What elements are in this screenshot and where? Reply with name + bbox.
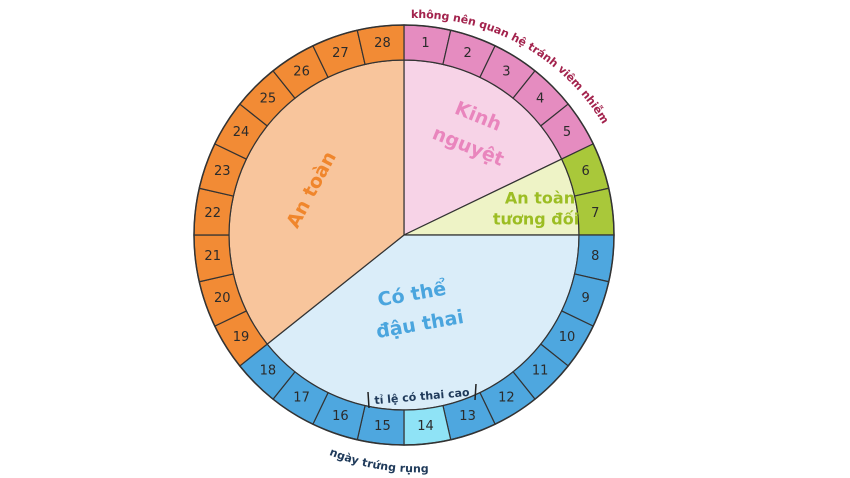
bracket — [474, 383, 477, 401]
day-number: 16 — [332, 409, 349, 424]
day-number: 10 — [559, 330, 576, 345]
day-number: 24 — [233, 125, 250, 140]
day-number: 22 — [204, 206, 221, 221]
day-number: 11 — [532, 364, 549, 379]
day-ring: 1234567891011121314151617181920212223242… — [193, 24, 615, 446]
day-number: 26 — [293, 65, 310, 80]
day-number: 9 — [582, 291, 590, 306]
day-number: 20 — [214, 291, 231, 306]
day-number: 1 — [421, 36, 429, 51]
day-number: 4 — [536, 91, 544, 106]
day-number: 19 — [233, 330, 250, 345]
day-number: 25 — [260, 91, 277, 106]
day-number: 15 — [374, 419, 391, 434]
outer-rim — [193, 24, 615, 446]
day-number: 17 — [293, 390, 310, 405]
day-number: 8 — [591, 249, 599, 264]
day-number: 12 — [498, 390, 515, 405]
day-number: 21 — [204, 249, 221, 264]
day-number: 6 — [582, 164, 590, 179]
day-number: 3 — [502, 65, 510, 80]
day-number: 5 — [563, 125, 571, 140]
day-number: 28 — [374, 36, 391, 51]
sectors — [228, 59, 580, 411]
day-number: 7 — [591, 206, 599, 221]
day-number: 23 — [214, 164, 231, 179]
bracket — [367, 391, 370, 409]
day-number: 18 — [260, 364, 277, 379]
day-number: 14 — [417, 419, 434, 434]
note-ovulation: ngày trứng rụng — [328, 446, 429, 476]
phase-label: An toàn — [505, 189, 575, 208]
day-number: 27 — [332, 46, 349, 61]
day-number: 2 — [463, 46, 471, 61]
phase-label: tương đối — [493, 210, 579, 229]
day-number: 13 — [459, 409, 476, 424]
note-ovulation-text: ngày trứng rụng — [328, 446, 429, 476]
